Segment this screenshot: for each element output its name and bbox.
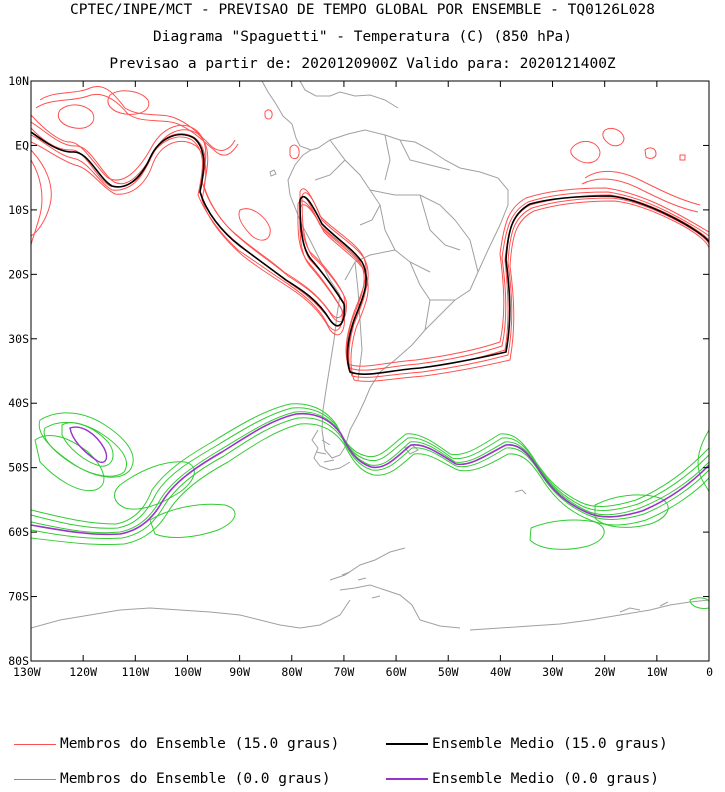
caribbean-coast [299,81,399,109]
lon-tick-label: 110W [121,665,149,679]
south-georgia [514,489,527,495]
lat-tick-label: 60S [8,525,29,539]
legend-cold-mean: Ensemble Medio (0.0 graus) [386,771,659,787]
cold-member-contour [31,411,709,534]
lon-tick-label: 30W [542,665,563,679]
lon-tick-label: 0 [706,665,713,679]
legend-warm-members-label: Membros do Ensemble (15.0 graus) [60,736,340,752]
cold-member-contour [31,403,709,525]
warm-member-contour [39,86,236,151]
lon-tick-label: 10W [646,665,667,679]
lat-tick-label: 30S [8,332,29,346]
warm-member-contour [289,144,300,160]
warm-member-contour [35,94,239,156]
legend-warm-members-swatch [14,743,56,745]
cold-mean-contour [69,426,108,464]
map-background [31,81,709,661]
latitude-axis: 10N EQ 10S 20S 30S 40S 50S 60S 70S 80S [8,74,709,668]
cold-member-contour [529,519,605,550]
lon-tick-label: 50W [438,665,459,679]
lat-tick-label: 10S [8,203,29,217]
lon-tick-label: 120W [69,665,97,679]
lon-tick-label: 20W [594,665,615,679]
legend-warm-mean-label: Ensemble Medio (15.0 graus) [432,736,668,752]
antarctic-coast [31,599,709,631]
warm-member-contour [679,154,686,161]
lat-tick-label: 20S [8,267,29,281]
cold-member-contour [61,422,114,467]
warm-member-contour [31,149,52,237]
lat-tick-label: EQ [15,138,29,152]
warm-member-contour [570,141,601,164]
warm-member-contour [264,109,273,120]
antarctic-islands [341,571,669,613]
cold-mean-contour [31,412,709,536]
lat-tick-label: 10N [8,74,29,88]
lon-tick-label: 60W [386,665,407,679]
legend-cold-members-swatch [14,778,56,780]
cold-member-contour [31,417,709,540]
warm-member-contour [31,159,43,246]
lon-tick-label: 70W [334,665,355,679]
warm-mean-contour [31,131,709,375]
cold-member-contour [31,407,709,529]
lon-tick-label: 40W [490,665,511,679]
legend-cold-mean-label: Ensemble Medio (0.0 graus) [432,771,659,787]
lon-tick-label: 100W [174,665,202,679]
warm-member-contour [602,127,625,147]
legend-cold-members: Membros do Ensemble (0.0 graus) [14,771,331,787]
plot-frame [30,80,710,662]
patagonia-islands [311,429,351,471]
cold-member-contour [34,435,105,492]
cold-member-contour [594,494,669,528]
lon-tick-label: 130W [13,665,41,679]
central-america-coast [261,81,312,151]
warm-member-contour [644,147,657,159]
warm-member-contour [31,134,709,378]
title-line-1: CPTEC/INPE/MCT - PREVISAO DE TEMPO GLOBA… [70,2,655,18]
galapagos [269,169,277,177]
lat-tick-label: 70S [8,590,29,604]
lat-tick-label: 40S [8,396,29,410]
warm-member-contour [584,171,701,206]
warm-member-contour [238,208,271,241]
warm-member-contour [57,104,95,129]
warm-member-contour [31,114,709,367]
cold-members-layer [31,403,709,609]
warm-member-contour [31,140,709,382]
title-line-3: Previsao a partir de: 2020120900Z Valido… [109,56,616,72]
cold-member-contour [697,429,709,493]
lat-tick-label: 80S [8,654,29,668]
cold-member-contour [689,597,709,609]
antarctic-peninsula [329,547,461,629]
cold-member-contour [149,503,236,538]
lon-tick-label: 90W [229,665,250,679]
legend-warm-mean-swatch [386,743,428,745]
title-line-2: Diagrama "Spaguetti" - Temperatura (C) (… [152,29,573,45]
lat-tick-label: 50S [8,461,29,475]
legend-cold-mean-swatch [386,778,428,780]
warm-member-contour [107,90,150,115]
legend-cold-members-label: Membros do Ensemble (0.0 graus) [60,771,331,787]
legend-warm-members: Membros do Ensemble (15.0 graus) [14,736,339,752]
lon-tick-label: 80W [281,665,302,679]
cold-member-contour [114,461,195,510]
legend-warm-mean: Ensemble Medio (15.0 graus) [386,736,668,752]
country-borders [314,134,479,381]
longitude-axis: 130W 120W 110W 100W 90W 80W 70W 60W 50W 40W 30W 20W… [13,81,713,679]
warm-member-contour [581,178,699,213]
